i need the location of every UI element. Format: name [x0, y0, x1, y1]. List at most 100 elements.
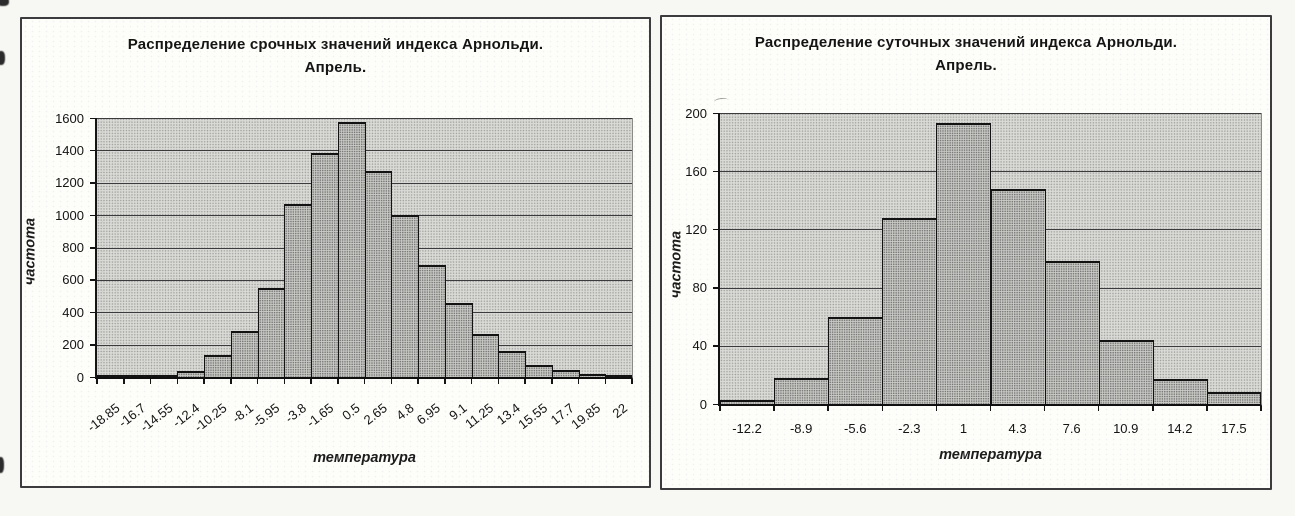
bar [337, 122, 366, 377]
bar [418, 264, 446, 377]
bar [1206, 392, 1261, 404]
bar [605, 375, 632, 377]
y-tick-label: 400 [62, 304, 84, 320]
y-axis-tick [713, 228, 718, 231]
x-axis-tick [827, 406, 829, 411]
bar [882, 217, 938, 404]
y-axis-tick [90, 182, 95, 184]
x-tick-label-text: 4.8 [392, 400, 417, 424]
bar [284, 203, 312, 377]
x-axis-tick [283, 379, 285, 384]
chart-title-line1: Распределение суточных значений индекса … [754, 34, 1178, 51]
x-tick-label: 1 [959, 421, 968, 436]
y-axis-tick [713, 112, 718, 114]
bar [257, 287, 286, 377]
x-axis-title: температура [939, 447, 1042, 463]
x-tick-label: -12.2 [732, 421, 762, 436]
x-tick-label: -8.9 [789, 421, 813, 436]
x-tick-label-text: -1.65 [303, 400, 336, 431]
bar [230, 330, 259, 377]
y-axis-tick [90, 311, 95, 314]
y-tick-label: 1600 [55, 110, 84, 126]
x-axis-tick [149, 379, 152, 384]
x-axis-tick [337, 379, 339, 384]
x-tick-label-text: 2.65 [360, 400, 390, 428]
bar [1152, 379, 1208, 404]
bar [150, 375, 179, 377]
bar [391, 215, 419, 377]
y-tick-label: 200 [685, 105, 707, 121]
x-axis-tick [773, 406, 775, 411]
y-tick-label: 160 [685, 163, 707, 179]
x-axis-tick [1097, 406, 1100, 411]
y-axis-tick [90, 344, 95, 346]
bar [578, 373, 607, 377]
y-tick-label: 0 [699, 396, 707, 412]
x-axis-tick [524, 379, 526, 384]
x-axis-tick [1260, 406, 1262, 411]
y-axis-tick [713, 287, 718, 289]
bar [177, 370, 205, 377]
x-axis-tick [230, 379, 232, 384]
y-axis-title: частота [668, 230, 685, 299]
x-axis-tick [577, 379, 580, 384]
y-axis-tick [90, 279, 95, 281]
x-axis-tick [417, 379, 419, 384]
x-axis-tick [390, 379, 392, 384]
x-axis-tick [1206, 406, 1208, 411]
y-tick-label: 200 [62, 337, 84, 353]
bar [990, 188, 1046, 404]
x-axis-tick [989, 406, 992, 411]
y-tick-label: 1000 [55, 207, 84, 223]
x-tick-label: -2.3 [898, 421, 921, 436]
x-axis-tick [497, 379, 499, 384]
gridline [720, 113, 1261, 114]
bar [471, 334, 500, 377]
y-axis-tick [713, 403, 718, 405]
chart-title-line1: Распределение срочных значений индекса А… [127, 36, 544, 53]
chart-title-line2: Апрель. [304, 59, 367, 76]
y-axis-tick [90, 117, 95, 119]
x-tick-label: 17.5 [1221, 421, 1247, 436]
x-tick-label-text: -5.95 [249, 400, 283, 431]
chart-title-line2: Апрель. [935, 57, 997, 74]
x-axis-title: температура [313, 450, 416, 466]
x-axis-tick [604, 379, 606, 384]
bar [364, 170, 393, 377]
x-axis-tick [176, 379, 178, 384]
bar [936, 123, 992, 404]
x-tick-label-text: 22 [609, 400, 631, 421]
bar [720, 399, 776, 404]
x-tick-label-text: 11.25 [462, 400, 497, 432]
y-axis-tick [90, 376, 95, 378]
y-tick-label: 800 [62, 240, 84, 255]
bar [828, 316, 884, 404]
x-axis-tick [470, 379, 473, 384]
scan-smudge [0, 0, 9, 6]
x-tick-label-text: 6.95 [413, 400, 443, 428]
y-axis-tick [90, 149, 95, 152]
y-tick-label: 40 [692, 338, 707, 354]
x-tick-label: 14.2 [1167, 421, 1193, 436]
x-axis-tick [935, 406, 938, 411]
y-axis-tick [713, 345, 718, 347]
x-tick-label: 4.3 [1008, 421, 1027, 436]
x-axis-tick [1152, 406, 1154, 411]
chart-title: Распределение суточных значений индекса … [662, 31, 1270, 77]
bar [204, 355, 232, 377]
x-tick-label-text: 19.85 [568, 400, 604, 433]
scan-smudge [0, 457, 4, 473]
chart-panel-left: Распределение срочных значений индекса А… [20, 17, 651, 488]
scan-smudge [0, 51, 5, 65]
bar [774, 377, 830, 404]
chart-title: Распределение срочных значений индекса А… [22, 33, 649, 79]
x-axis-tick [310, 379, 312, 384]
x-axis-tick [256, 379, 259, 384]
x-tick-label-text: -3.8 [282, 400, 310, 426]
y-tick-label: 120 [685, 221, 707, 237]
y-tick-label: 600 [62, 272, 84, 288]
y-axis-tick [713, 170, 718, 173]
bar [97, 375, 125, 377]
gridline [97, 118, 632, 119]
x-tick-label-text: 15.55 [515, 400, 550, 433]
